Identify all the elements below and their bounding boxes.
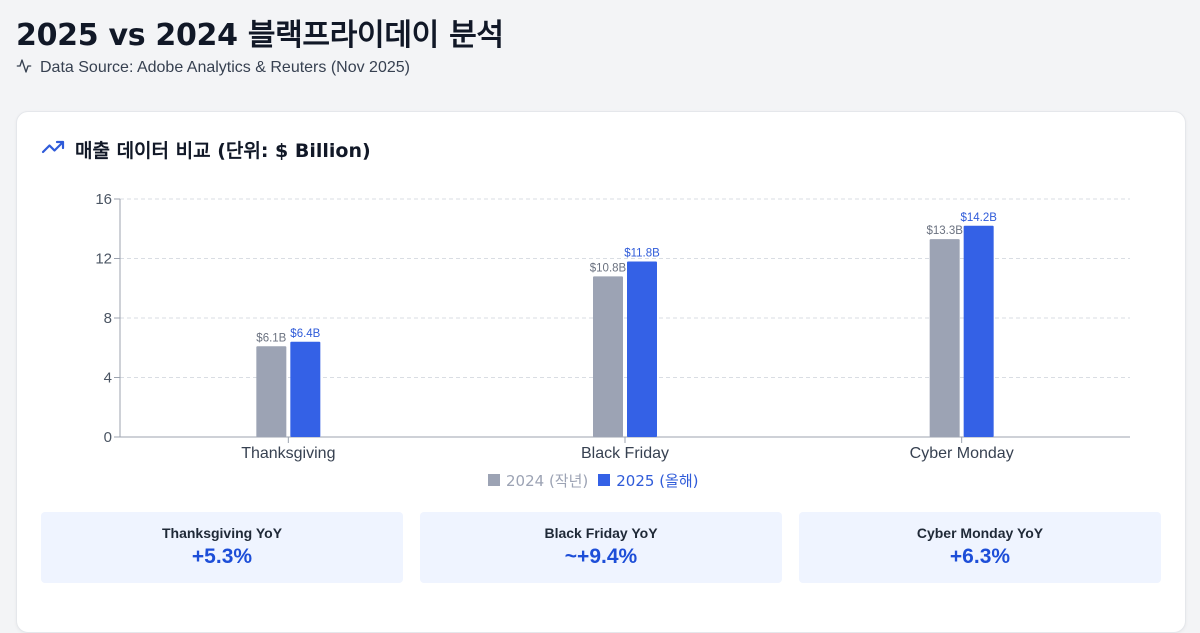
data-label-2024: $10.8B: [590, 262, 627, 274]
legend-label-2024: 2024 (작년): [506, 471, 589, 490]
data-label-2025: $11.8B: [624, 247, 660, 259]
x-tick-label: Cyber Monday: [910, 445, 1014, 462]
yoy-label: Thanksgiving YoY: [161, 525, 283, 541]
y-tick-label: 4: [104, 370, 112, 387]
legend-item-2025[interactable]: 2025 (올해): [598, 470, 699, 491]
activity-icon: [16, 58, 32, 79]
yoy-label: Cyber Monday YoY: [916, 525, 1044, 541]
sales-bar-chart: 0 4 8 12 16 Thanksgiving $6.1B $6.4B Black Frida…: [95, 191, 1130, 462]
yoy-value: +6.3%: [949, 545, 1011, 568]
yoy-card-thanksgiving: Thanksgiving YoY +5.3%: [41, 512, 403, 583]
bar-2024: [593, 276, 623, 437]
data-label-2024: $13.3B: [926, 225, 963, 237]
x-tick-label: Black Friday: [581, 445, 669, 462]
yoy-card-cyber-monday: Cyber Monday YoY +6.3%: [799, 512, 1161, 583]
bar-2025: [963, 225, 994, 437]
yoy-card-black-friday: Black Friday YoY ~+9.4%: [420, 512, 782, 583]
sales-comparison-card: 매출 데이터 비교 (단위: $ Billion) 0 4 8 12 16 Thanksg…: [16, 111, 1186, 633]
x-tick-label: Thanksgiving: [241, 445, 335, 462]
chart-legend: 2024 (작년) 2025 (올해): [488, 470, 699, 490]
bar-2025: [290, 341, 321, 437]
legend-swatch-2025: [598, 474, 611, 486]
legend-label-2025: 2025 (올해): [616, 471, 699, 490]
yoy-summary: Thanksgiving YoY +5.3% Black Friday YoY …: [41, 512, 1161, 583]
y-tick-label: 0: [104, 429, 112, 446]
page-title: 2025 vs 2024 블랙프라이데이 분석: [16, 18, 504, 53]
y-tick-label: 16: [95, 191, 112, 208]
bar-2024: [256, 346, 287, 437]
data-source-line: Data Source: Adobe Analytics & Reuters (…: [16, 58, 410, 78]
yoy-value: ~+9.4%: [564, 545, 638, 568]
bar-2024: [929, 239, 960, 437]
y-tick-label: 12: [95, 251, 112, 268]
card-title: 매출 데이터 비교 (단위: $ Billion): [75, 139, 371, 162]
legend-swatch-2024: [488, 474, 500, 486]
yoy-label: Black Friday YoY: [544, 525, 658, 541]
data-source-text: Data Source: Adobe Analytics & Reuters (…: [40, 59, 410, 76]
data-label-2025: $14.2B: [960, 212, 997, 224]
data-label-2025: $6.4B: [290, 328, 320, 340]
trending-up-icon: [41, 135, 65, 164]
card-header: 매출 데이터 비교 (단위: $ Billion): [41, 136, 371, 162]
y-tick-label: 8: [104, 310, 112, 327]
yoy-value: +5.3%: [191, 545, 253, 568]
bar-2025: [627, 261, 657, 437]
legend-item-2024[interactable]: 2024 (작년): [488, 470, 588, 491]
data-label-2024: $6.1B: [256, 332, 286, 344]
